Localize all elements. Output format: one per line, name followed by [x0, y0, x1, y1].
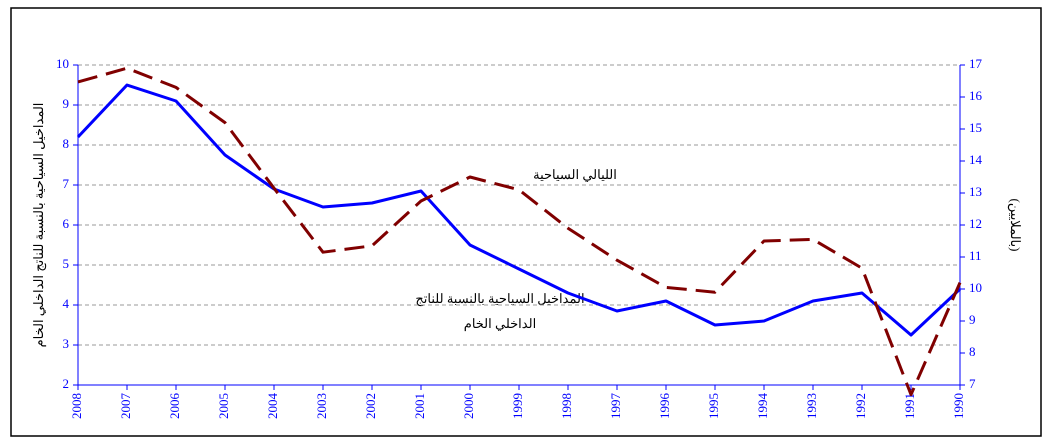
x-tick-label: 2002 [363, 393, 378, 419]
x-tick-label: 2003 [314, 393, 329, 419]
y2-tick-label: 17 [969, 56, 983, 71]
y2-tick-label: 16 [969, 88, 983, 103]
x-tick-label: 1991 [902, 393, 917, 419]
y2-tick-label: 12 [969, 216, 982, 231]
annotation: الليالي السياحية [533, 167, 617, 182]
x-tick-label: 2005 [216, 393, 231, 419]
y2-tick-label: 8 [969, 344, 976, 359]
y-tick-label: 5 [63, 256, 70, 271]
y-tick-label: 9 [63, 96, 70, 111]
y-tick-label: 4 [63, 296, 70, 311]
y2-tick-label: 9 [969, 312, 976, 327]
x-tick-label: 2008 [69, 393, 84, 419]
x-tick-label: 1992 [853, 393, 868, 419]
y-tick-label: 7 [63, 176, 70, 191]
series-line [77, 66, 962, 397]
x-tick-label: 1990 [951, 393, 966, 419]
y-tick-label: 8 [63, 136, 70, 151]
series-line [76, 83, 962, 337]
x-tick-label: 1993 [804, 393, 819, 419]
y-tick-label: 3 [63, 336, 70, 351]
x-tick-label: 2006 [167, 393, 182, 420]
annotation: المداخيل السياحية بالنسبة للناتج [415, 291, 584, 307]
y2-tick-label: 7 [969, 376, 976, 391]
x-tick-label: 2000 [461, 393, 476, 419]
x-tick-label: 1995 [706, 393, 721, 419]
y2-tick-label: 13 [969, 184, 982, 199]
x-tick-label: 1994 [755, 393, 770, 420]
chart-border [10, 7, 1042, 437]
x-tick-label: 2001 [412, 393, 427, 419]
x-tick-label: 1998 [559, 393, 574, 419]
y2-axis-label: (بالملايين) [1007, 199, 1023, 252]
annotation: الداخلي الخام [464, 316, 536, 332]
y-tick-label: 6 [63, 216, 70, 231]
y-tick-label: 10 [56, 56, 69, 71]
y2-tick-label: 10 [969, 280, 982, 295]
x-tick-label: 2004 [265, 393, 280, 420]
y2-tick-label: 15 [969, 120, 982, 135]
x-tick-label: 1999 [510, 393, 525, 419]
x-tick-label: 1997 [608, 393, 623, 420]
x-tick-label: 1996 [657, 393, 672, 420]
y2-tick-label: 14 [969, 152, 983, 167]
y-axis-label: المداخيل السياحية بالنسبة للناتج الداخلي… [31, 103, 47, 348]
y-tick-label: 2 [63, 376, 70, 391]
y2-tick-label: 11 [969, 248, 982, 263]
x-tick-label: 2007 [118, 393, 133, 420]
